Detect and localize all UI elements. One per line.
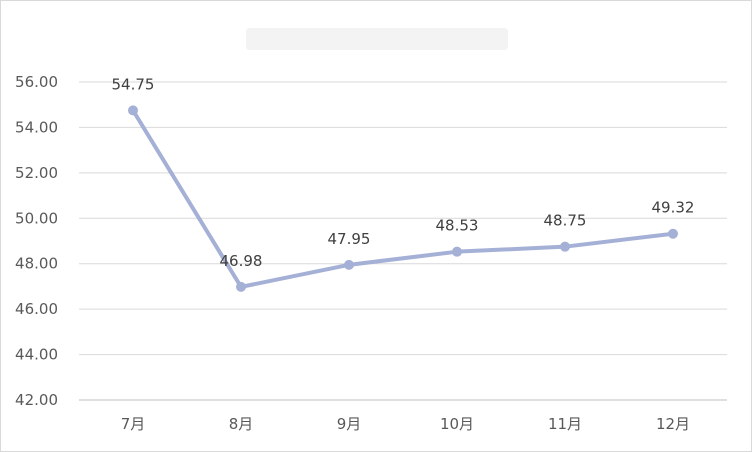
- gridlines: [79, 81, 727, 401]
- data-point: [560, 241, 570, 252]
- y-tick-label: 54.00: [15, 118, 58, 136]
- x-tick-label: 10月: [440, 415, 474, 433]
- y-tick-label: 42.00: [15, 391, 58, 409]
- y-tick-label: 48.00: [15, 255, 58, 273]
- y-tick-label: 52.00: [15, 164, 58, 182]
- data-label: 47.95: [328, 230, 371, 248]
- x-tick-label: 12月: [656, 415, 690, 433]
- x-tick-label: 9月: [337, 415, 362, 433]
- data-label: 48.53: [436, 217, 479, 235]
- x-axis-ticks: 7月 8月 9月 10月 11月 12月: [121, 415, 690, 433]
- series-group: [128, 105, 678, 292]
- y-tick-label: 44.00: [15, 346, 58, 364]
- data-labels: 54.75 46.98 47.95 48.53 48.75 49.32: [112, 75, 695, 269]
- data-label: 54.75: [112, 75, 155, 93]
- y-tick-label: 50.00: [15, 209, 58, 227]
- data-label: 49.32: [652, 199, 695, 217]
- x-tick-label: 7月: [121, 415, 146, 433]
- chart-title-area: [246, 28, 508, 50]
- x-tick-label: 8月: [229, 415, 254, 433]
- y-axis-ticks: 42.00 44.00 46.00 48.00 50.00 52.00 54.00 56.00: [15, 73, 58, 409]
- data-point: [452, 246, 462, 257]
- data-label: 48.75: [544, 212, 587, 230]
- y-tick-label: 46.00: [15, 300, 58, 318]
- data-point: [128, 105, 138, 116]
- data-point: [668, 228, 678, 239]
- data-label: 46.98: [220, 252, 263, 270]
- y-tick-label: 56.00: [15, 73, 58, 91]
- data-point: [236, 281, 246, 292]
- x-tick-label: 11月: [548, 415, 582, 433]
- series-line: [131, 108, 675, 289]
- data-point: [344, 259, 354, 270]
